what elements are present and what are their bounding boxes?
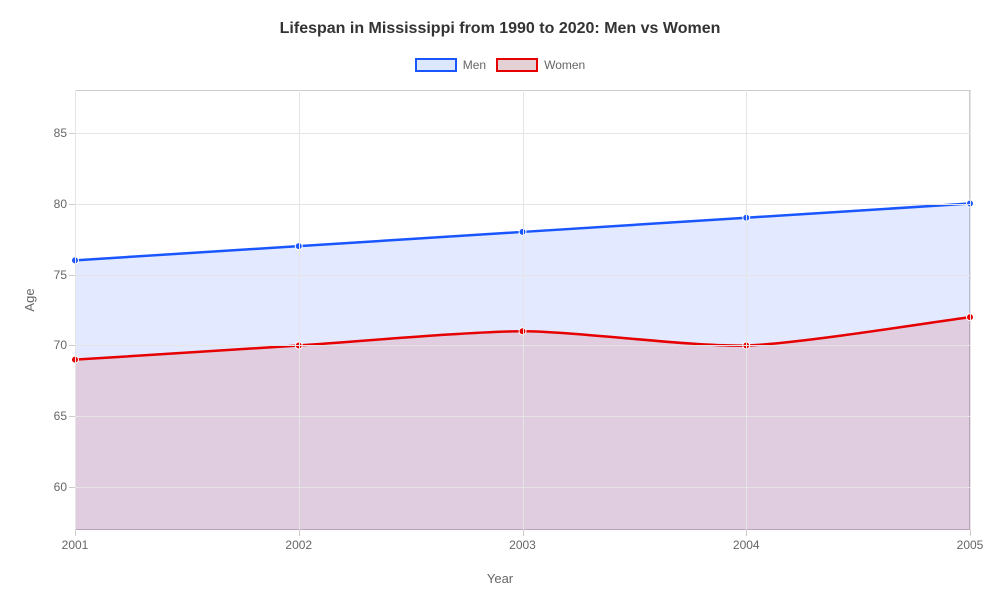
x-tick-label: 2002 <box>285 530 312 552</box>
legend-label-women: Women <box>544 58 585 72</box>
y-tick-label: 60 <box>54 480 75 494</box>
lifespan-chart: Lifespan in Mississippi from 1990 to 202… <box>0 0 1000 600</box>
y-tick-label: 70 <box>54 338 75 352</box>
legend: Men Women <box>0 58 1000 72</box>
y-tick-label: 75 <box>54 268 75 282</box>
grid-line-v <box>299 90 300 530</box>
grid-line-v <box>523 90 524 530</box>
y-tick-label: 80 <box>54 197 75 211</box>
legend-item-women[interactable]: Women <box>496 58 585 72</box>
x-tick-label: 2001 <box>62 530 89 552</box>
legend-swatch-men <box>415 58 457 72</box>
x-axis-title: Year <box>0 571 1000 586</box>
grid-line-v <box>970 90 971 530</box>
x-tick-label: 2004 <box>733 530 760 552</box>
x-tick-label: 2003 <box>509 530 536 552</box>
legend-label-men: Men <box>463 58 486 72</box>
chart-title: Lifespan in Mississippi from 1990 to 202… <box>0 20 1000 38</box>
plot-area: 60657075808520012002200320042005 <box>75 90 970 530</box>
legend-swatch-women <box>496 58 538 72</box>
grid-line-v <box>75 90 76 530</box>
y-tick-label: 85 <box>54 126 75 140</box>
x-tick-label: 2005 <box>957 530 984 552</box>
legend-item-men[interactable]: Men <box>415 58 486 72</box>
grid-line-v <box>746 90 747 530</box>
y-tick-label: 65 <box>54 409 75 423</box>
y-axis-title: Age <box>22 288 37 311</box>
